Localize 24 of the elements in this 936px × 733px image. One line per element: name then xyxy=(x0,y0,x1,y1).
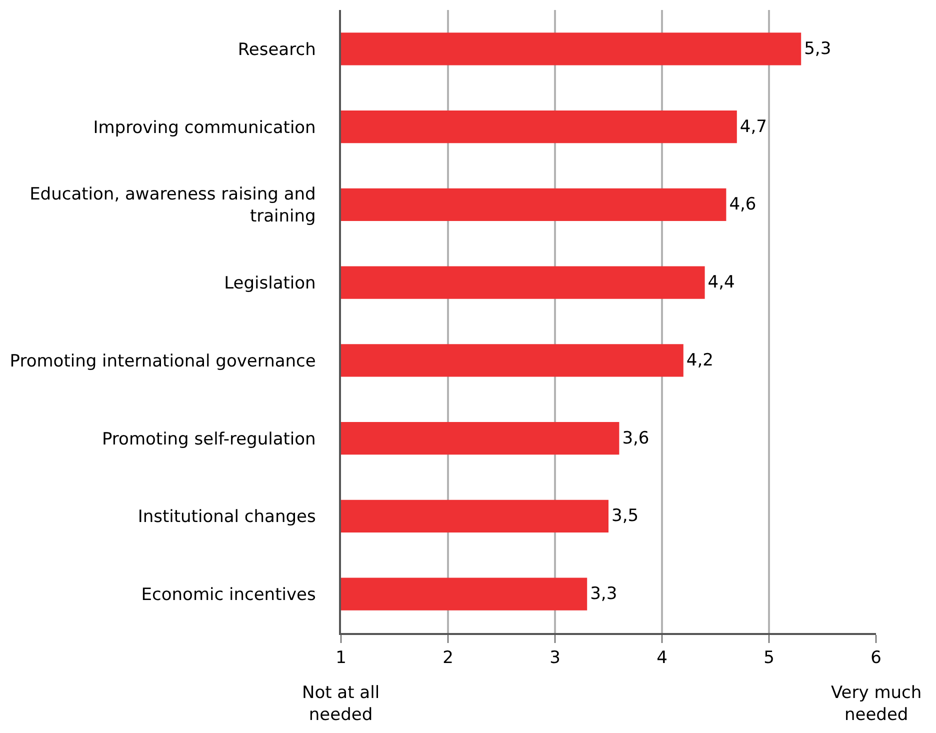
x-tick-label: 6 xyxy=(870,648,882,668)
x-tick-label: 1 xyxy=(336,648,346,668)
x-tick-label: 2 xyxy=(442,648,454,668)
data-label: 5,3 xyxy=(804,38,832,59)
y-tick-label: Education, awareness raising and training xyxy=(30,184,316,227)
y-tick-label: Improving communication xyxy=(93,118,316,138)
x-tick-label: 5 xyxy=(764,648,774,668)
y-tick-label: Economic incentives xyxy=(141,585,316,606)
data-label: 4,7 xyxy=(740,116,767,137)
data-label: 3,3 xyxy=(590,584,618,604)
x-tick-label: 4 xyxy=(656,648,668,668)
y-tick-label: Promoting international governance xyxy=(10,351,316,372)
x-tick-label: 3 xyxy=(550,648,560,668)
y-tick-label: Research xyxy=(238,40,316,60)
text: Not at all needed xyxy=(302,683,380,726)
text: Very much needed xyxy=(831,683,922,726)
y-tick-label: Legislation xyxy=(224,274,316,294)
y-tick-label: Institutional changes xyxy=(138,507,316,528)
data-label: 4,6 xyxy=(729,194,756,215)
data-label: 4,2 xyxy=(686,350,714,370)
y-tick-label: Promoting self-regulation xyxy=(102,429,316,450)
data-label: 4,4 xyxy=(708,272,735,293)
data-label: 3,6 xyxy=(622,428,650,448)
data-label: 3,5 xyxy=(612,506,639,526)
